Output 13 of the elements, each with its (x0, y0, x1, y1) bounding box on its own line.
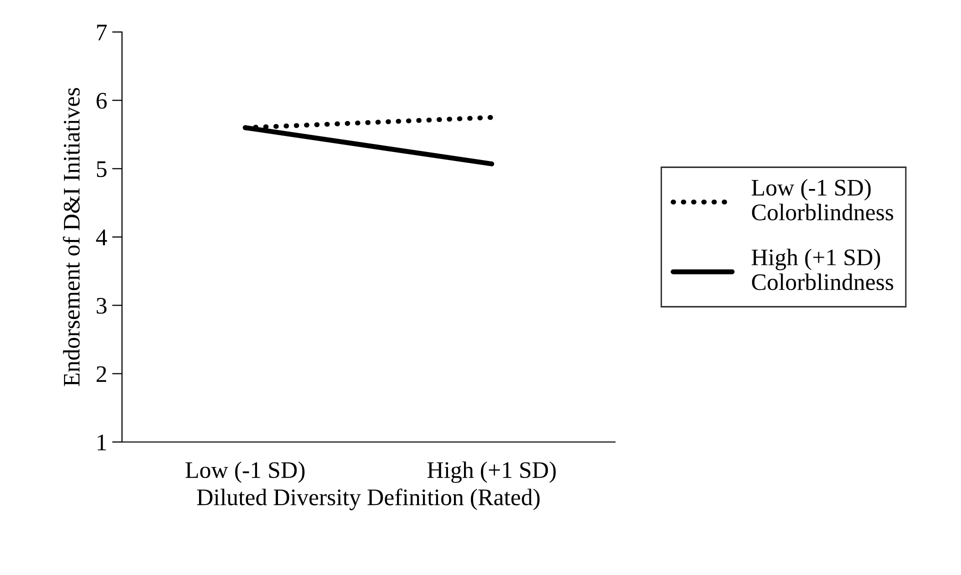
x-axis-title: Diluted Diversity Definition (Rated) (197, 488, 540, 510)
y-axis-title: Endorsement of D&I Initiatives (62, 88, 80, 386)
y-tick-label: 1 (98, 434, 106, 450)
x-tick-label: Low (-1 SD) (186, 461, 305, 483)
y-tick-label: 4 (96, 230, 108, 246)
x-tick-label: High (+1 SD) (427, 461, 556, 483)
y-tick-label: 5 (96, 161, 106, 178)
y-tick-label: 6 (96, 92, 107, 109)
legend-label: Low (-1 SD) Colorblindness (752, 179, 894, 220)
y-tick-label: 2 (96, 366, 106, 382)
legend-label: High (+1 SD) Colorblindness (752, 248, 894, 290)
y-tick-label: 7 (97, 24, 107, 40)
y-tick-label: 3 (96, 298, 106, 314)
